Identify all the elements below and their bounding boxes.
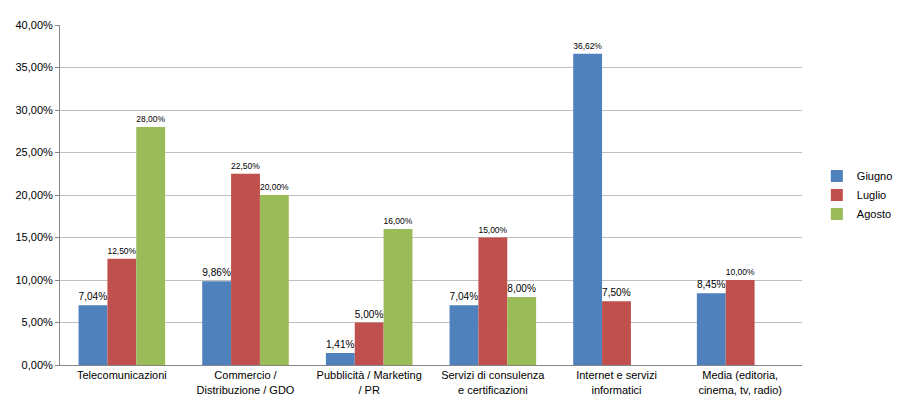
svg-text:0,00%: 0,00% bbox=[22, 359, 53, 371]
svg-text:7,04%: 7,04% bbox=[450, 291, 479, 302]
svg-text:20,00%: 20,00% bbox=[260, 182, 289, 192]
svg-text:10,00%: 10,00% bbox=[726, 267, 755, 277]
svg-text:25,00%: 25,00% bbox=[15, 146, 53, 158]
svg-text:8,00%: 8,00% bbox=[507, 283, 536, 294]
svg-text:7,50%: 7,50% bbox=[602, 287, 631, 298]
svg-text:40,00%: 40,00% bbox=[15, 19, 53, 31]
svg-text:30,00%: 30,00% bbox=[15, 104, 53, 116]
svg-text:15,00%: 15,00% bbox=[15, 231, 53, 243]
svg-text:Telecomunicazioni: Telecomunicazioni bbox=[77, 369, 167, 381]
svg-text:Giugno: Giugno bbox=[857, 170, 892, 182]
svg-text:Commercio /Distribuzione / GDO: Commercio /Distribuzione / GDO bbox=[197, 369, 295, 395]
svg-text:Agosto: Agosto bbox=[857, 208, 891, 220]
svg-text:20,00%: 20,00% bbox=[15, 189, 53, 201]
svg-text:1,41%: 1,41% bbox=[326, 339, 355, 350]
svg-text:10,00%: 10,00% bbox=[15, 274, 53, 286]
svg-text:Luglio: Luglio bbox=[857, 189, 886, 201]
svg-text:36,62%: 36,62% bbox=[573, 41, 602, 51]
svg-text:9,86%: 9,86% bbox=[202, 267, 231, 278]
svg-text:8,45%: 8,45% bbox=[697, 279, 726, 290]
svg-text:Servizi di consulenzae certifi: Servizi di consulenzae certificazioni bbox=[441, 369, 545, 395]
svg-text:28,00%: 28,00% bbox=[136, 114, 165, 124]
svg-text:12,50%: 12,50% bbox=[107, 246, 136, 256]
svg-text:7,04%: 7,04% bbox=[79, 291, 108, 302]
svg-text:22,50%: 22,50% bbox=[231, 161, 260, 171]
svg-text:35,00%: 35,00% bbox=[15, 61, 53, 73]
svg-text:16,00%: 16,00% bbox=[384, 216, 413, 226]
svg-text:Pubblicità / Marketing/ PR: Pubblicità / Marketing/ PR bbox=[317, 369, 422, 395]
svg-text:15,00%: 15,00% bbox=[478, 225, 507, 235]
svg-text:5,00%: 5,00% bbox=[22, 316, 53, 328]
svg-text:5,00%: 5,00% bbox=[355, 309, 384, 320]
svg-text:Media (editoria,cinema, tv, ra: Media (editoria,cinema, tv, radio) bbox=[698, 369, 782, 395]
svg-text:Internet e serviziinformatici: Internet e serviziinformatici bbox=[576, 369, 657, 395]
